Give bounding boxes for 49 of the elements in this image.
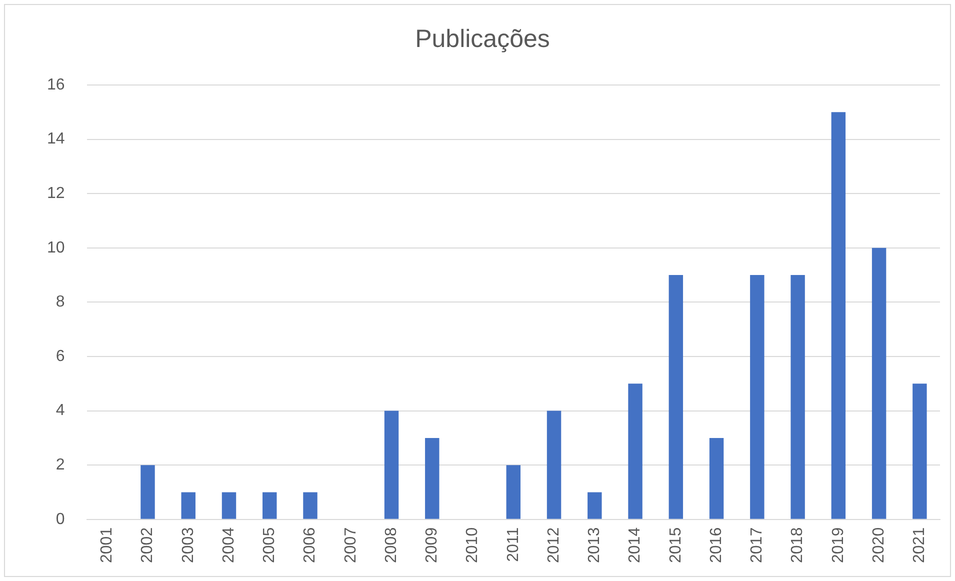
bar xyxy=(140,465,155,519)
bar xyxy=(872,248,886,519)
x-tick-label: 2017 xyxy=(748,527,766,563)
bar xyxy=(588,492,602,519)
x-tick-label: 2005 xyxy=(261,527,278,563)
y-tick-label: 10 xyxy=(47,239,65,256)
bar xyxy=(709,438,724,519)
x-tick-label: 2008 xyxy=(382,527,400,563)
y-tick-label: 6 xyxy=(56,348,65,365)
x-tick-label: 2012 xyxy=(545,527,562,563)
y-tick-label: 12 xyxy=(47,185,65,202)
chart-title: Publicações xyxy=(415,24,550,53)
y-tick-label: 8 xyxy=(56,294,65,311)
bar xyxy=(546,410,562,519)
bar xyxy=(384,410,399,519)
bar xyxy=(506,465,521,519)
bar xyxy=(425,438,440,519)
bar xyxy=(750,275,764,519)
x-tick-label: 2019 xyxy=(830,527,847,563)
bar xyxy=(912,384,927,519)
bar xyxy=(628,384,642,519)
bar xyxy=(222,492,236,519)
x-tick-label: 2004 xyxy=(220,527,238,563)
y-tick-label: 14 xyxy=(47,130,65,148)
x-tick-label: 2011 xyxy=(504,527,522,562)
bar xyxy=(181,492,196,519)
x-tick-label: 2015 xyxy=(667,527,684,563)
y-tick-label: 2 xyxy=(56,456,65,474)
x-tick-label: 2003 xyxy=(180,527,197,563)
bar xyxy=(790,275,805,519)
bar xyxy=(303,492,318,519)
x-tick-label: 2009 xyxy=(424,527,441,563)
bar xyxy=(831,112,846,519)
x-tick-label: 2020 xyxy=(870,527,888,563)
y-tick-label: 4 xyxy=(56,402,65,420)
x-tick-label: 2013 xyxy=(586,527,604,563)
x-tick-label: 2021 xyxy=(911,527,928,563)
bar xyxy=(262,492,277,519)
x-tick-label: 2001 xyxy=(98,527,116,563)
x-tick-label: 2018 xyxy=(789,527,806,563)
bar xyxy=(668,275,684,519)
x-tick-label: 2016 xyxy=(708,527,725,563)
y-tick-label: 16 xyxy=(47,76,65,94)
x-tick-label: 2002 xyxy=(139,527,156,563)
x-tick-label: 2007 xyxy=(342,527,360,563)
x-tick-label: 2014 xyxy=(626,527,644,563)
x-tick-label: 2010 xyxy=(464,527,482,563)
y-tick-label: 0 xyxy=(56,510,65,528)
x-tick-label: 2006 xyxy=(302,527,319,563)
